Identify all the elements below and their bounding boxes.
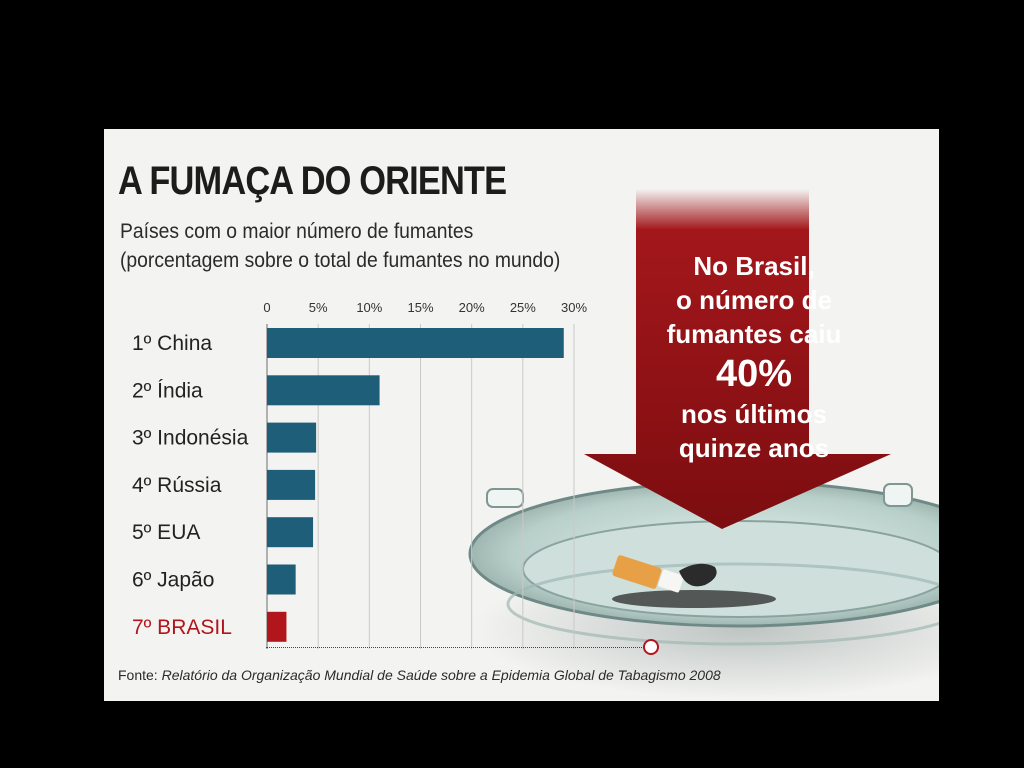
callout-line: No Brasil, [693,251,815,281]
callout-line: o número de [675,285,832,315]
category-label: 7º BRASIL [132,616,232,639]
category-label: 5º EUA [132,521,200,544]
category-label: 2º Índia [132,379,203,402]
bar [267,564,296,595]
bar [267,517,314,548]
callout-line: quinze anos [678,433,830,463]
infographic-card: 0 5% 10% 15% 20% 25% 30% 1º China 2º Índia 3º In… [104,129,939,701]
x-tick-label: 20% [459,300,485,315]
category-label: 4º Rússia [132,474,222,497]
source-note: Fonte: Relatório da Organização Mundial … [118,667,721,683]
category-label: 3º Indonésia [132,427,249,450]
x-tick-label: 15% [407,300,433,315]
bar [267,422,317,453]
cigarette-icon [612,555,717,593]
highlight-dot [643,639,659,655]
x-tick-label: 10% [356,300,382,315]
bar [267,469,316,500]
ashtray-illustration [468,480,939,699]
callout-percentage: 40% [715,353,793,395]
bar [267,375,380,406]
chart-title: A FUMAÇA DO ORIENTE [118,159,507,203]
callout-arrow [584,189,891,529]
highlight-dotted-line [266,647,652,648]
x-tick-label: 25% [510,300,536,315]
chart-subtitle-line-1: Países com o maior número de fumantes [120,220,474,243]
x-axis-ticks: 0 5% 10% 15% 20% 25% 30% [263,300,587,315]
callout-line: nos últimos [681,399,827,429]
bar [267,611,287,642]
callout-line: fumantes caiu [666,319,842,349]
bar-chart: 0 5% 10% 15% 20% 25% 30% 1º China 2º Índia 3º In… [132,189,939,699]
source-text: Relatório da Organização Mundial de Saúd… [161,667,721,683]
x-tick-label: 5% [309,300,328,315]
chart-subtitle-line-2: (porcentagem sobre o total de fumantes n… [120,249,561,272]
callout-text: No Brasil, o número de fumantes caiu 40%… [604,249,904,465]
category-label: 1º China [132,332,212,355]
category-labels: 1º China 2º Índia 3º Indonésia 4º Rússia 5º … [132,332,249,639]
source-prefix: Fonte: [118,667,162,683]
bars [267,328,564,642]
bar [267,328,564,358]
category-label: 6º Japão [132,569,214,592]
x-tick-label: 30% [561,300,587,315]
x-tick-label: 0 [263,300,270,315]
